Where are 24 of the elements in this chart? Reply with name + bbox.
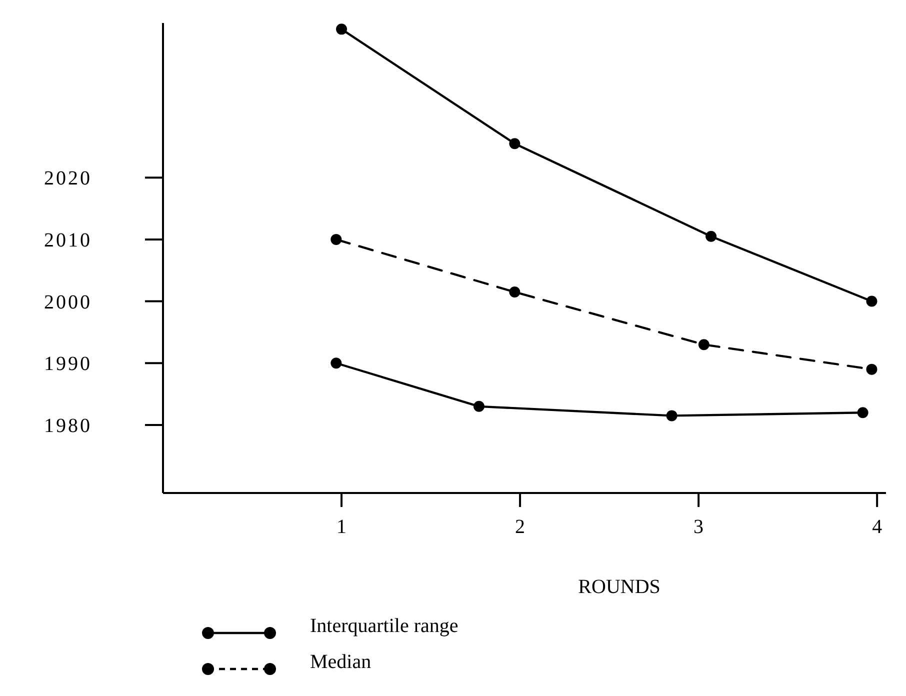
point bbox=[706, 230, 717, 242]
point bbox=[473, 400, 484, 412]
point bbox=[698, 339, 710, 350]
point bbox=[866, 364, 878, 375]
y-tick-label: 2000 bbox=[44, 291, 92, 314]
x-tick-label: 4 bbox=[872, 516, 882, 538]
point bbox=[509, 138, 520, 150]
point bbox=[509, 286, 520, 298]
point bbox=[330, 234, 342, 245]
point bbox=[666, 410, 678, 422]
point bbox=[330, 358, 342, 369]
point bbox=[857, 407, 868, 418]
point bbox=[866, 296, 878, 307]
y-tick-label: 2020 bbox=[44, 168, 92, 190]
point bbox=[336, 24, 348, 35]
x-tick-label: 1 bbox=[336, 516, 347, 538]
x-axis-title: ROUNDS bbox=[578, 576, 660, 598]
x-tick-label: 2 bbox=[515, 516, 526, 538]
legend-label: Median bbox=[310, 651, 372, 673]
y-tick-label: 2010 bbox=[44, 229, 92, 252]
y-tick-label: 1980 bbox=[44, 414, 92, 437]
legend-label: Interquartile range bbox=[310, 615, 458, 637]
y-tick-label: 1990 bbox=[44, 353, 92, 376]
x-tick-label: 3 bbox=[694, 516, 704, 538]
